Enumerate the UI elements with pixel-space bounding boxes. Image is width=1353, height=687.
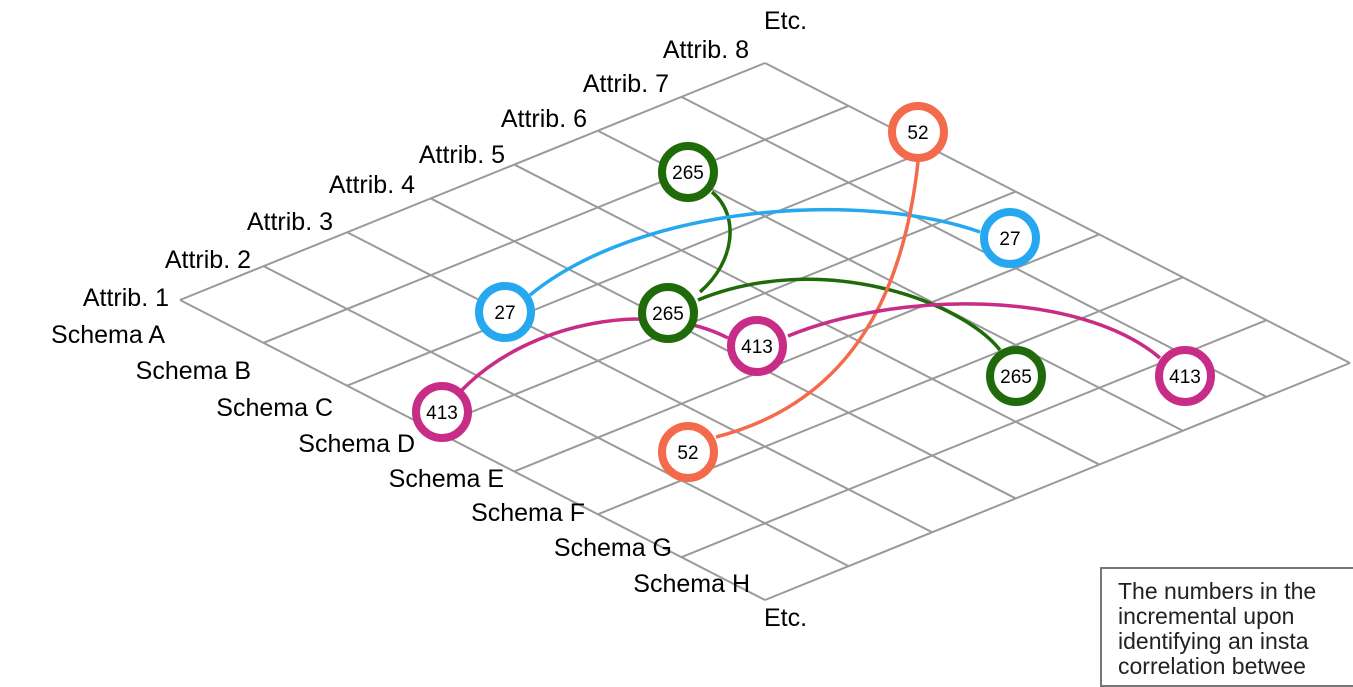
node-label: 413 [741, 337, 773, 358]
grid-line [346, 231, 933, 534]
node-label: 27 [494, 303, 515, 324]
grid-line [513, 163, 1100, 466]
grid-line [680, 95, 1267, 398]
attr-label: Attrib. 6 [501, 105, 587, 133]
axis-labels: Attrib. 1 Attrib. 2 Attrib. 3 Attrib. 4 … [51, 7, 807, 632]
schema-label: Schema E [389, 465, 504, 493]
grid-line [179, 299, 766, 601]
attr-label: Attrib. 2 [165, 246, 251, 274]
instance-node[interactable]: 265 [638, 283, 698, 343]
correlation-link [528, 207, 981, 297]
schema-label: Schema G [554, 534, 672, 562]
attr-label: Attrib. 1 [83, 284, 169, 312]
instance-node[interactable]: 52 [658, 422, 718, 482]
node-label: 52 [677, 443, 698, 464]
note-line: The numbers in the [1118, 578, 1317, 604]
schema-label: Schema D [298, 430, 415, 458]
instance-node[interactable]: 265 [658, 142, 718, 202]
note-box: The numbers in the incremental upon iden… [1100, 567, 1353, 687]
attr-etc-label: Etc. [764, 7, 807, 35]
note-line: incremental upon [1118, 603, 1295, 629]
attr-label: Attrib. 8 [663, 36, 749, 64]
schema-label: Schema C [216, 394, 333, 422]
correlation-link [715, 161, 920, 439]
node-ring [658, 422, 718, 482]
grid-line [263, 104, 849, 344]
schema-etc-label: Etc. [764, 604, 807, 632]
node-ring [412, 382, 472, 442]
instance-nodes: 265 265 265 52 52 27 27 413 413 413 [412, 102, 1215, 482]
grid-line [263, 265, 850, 568]
grid-line [346, 147, 933, 387]
grid-line [430, 190, 1017, 430]
node-ring [727, 316, 787, 376]
correlation-link [460, 317, 729, 392]
attr-label: Attrib. 3 [247, 208, 333, 236]
node-label: 265 [652, 304, 684, 325]
instance-node[interactable]: 413 [412, 382, 472, 442]
instance-node[interactable]: 52 [888, 102, 948, 162]
grid-line [513, 233, 1100, 473]
grid-line [179, 62, 766, 301]
node-ring [475, 282, 535, 342]
schema-label: Schema H [633, 570, 750, 598]
node-ring [986, 346, 1046, 406]
correlation-link [787, 302, 1162, 360]
node-ring [658, 142, 718, 202]
node-ring [888, 102, 948, 162]
node-label: 413 [426, 403, 458, 424]
node-ring [1155, 346, 1215, 406]
schema-label: Schema A [51, 321, 165, 349]
schema-label: Schema B [136, 357, 251, 385]
note-line: correlation betwee [1118, 653, 1306, 679]
node-label: 265 [1000, 367, 1032, 388]
schema-attribute-grid-diagram: 265 265 265 52 52 27 27 413 413 413 Attrib. 1 Att… [51, 7, 1351, 632]
instance-node[interactable]: 27 [980, 208, 1040, 268]
instance-node[interactable]: 413 [1155, 346, 1215, 406]
node-label: 52 [907, 123, 928, 144]
correlation-link [698, 190, 732, 294]
node-ring [638, 283, 698, 343]
correlation-links [460, 161, 1162, 439]
attr-label: Attrib. 5 [419, 141, 505, 169]
grid-line [430, 197, 1017, 500]
node-label: 413 [1169, 367, 1201, 388]
attr-label: Attrib. 7 [583, 70, 669, 98]
node-ring [980, 208, 1040, 268]
node-label: 265 [672, 163, 704, 184]
schema-label: Schema F [471, 499, 585, 527]
correlation-link [697, 277, 1002, 352]
node-label: 27 [999, 229, 1020, 250]
grid-line [764, 362, 1351, 601]
instance-node[interactable]: 413 [727, 316, 787, 376]
attr-label: Attrib. 4 [329, 171, 415, 199]
grid-line [764, 62, 1351, 364]
instance-node[interactable]: 27 [475, 282, 535, 342]
instance-node[interactable]: 265 [986, 346, 1046, 406]
